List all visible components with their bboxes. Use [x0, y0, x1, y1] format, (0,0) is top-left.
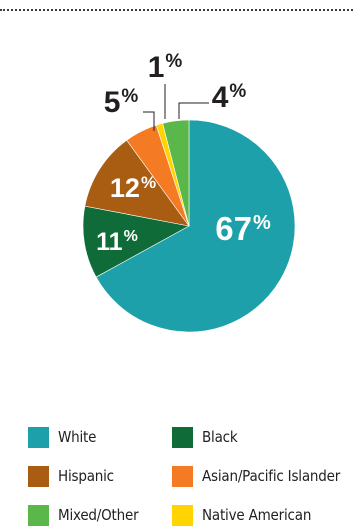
legend-label-mixed-other: Mixed/Other	[58, 506, 139, 524]
data-label-asian-pacific-islander: 5%	[104, 86, 139, 119]
data-label-black: 11%	[96, 228, 138, 256]
pie-labels: 67% 11% 12% 5% 1% 4%	[96, 51, 271, 256]
legend-label-white: White	[58, 428, 97, 446]
pie-slice-hispanic	[84, 139, 190, 227]
legend-swatch-hispanic	[28, 465, 49, 487]
legend-item-native-american: Native American	[172, 502, 353, 528]
legend-item-mixed-other: Mixed/Other	[28, 502, 172, 528]
leader-line-asian-pacific-islander	[143, 111, 155, 131]
pie-chart: 67% 11% 12% 5% 1% 4%	[82, 51, 296, 333]
legend-label-black: Black	[202, 428, 238, 446]
legend-item-black: Black	[172, 424, 353, 450]
legend-swatch-mixed-other	[28, 504, 49, 526]
legend-item-white: White	[28, 424, 172, 450]
legend-item-asian-pacific-islander: Asian/Pacific Islander	[172, 463, 353, 489]
legend-label-native-american: Native American	[202, 506, 312, 524]
top-dotted-rule	[0, 9, 353, 11]
data-label-white: 67%	[215, 210, 271, 247]
data-label-native-american: 1%	[148, 51, 183, 84]
legend: White Black Hispanic Asian/Pacific Islander…	[28, 424, 353, 528]
legend-swatch-black	[172, 426, 193, 448]
legend-swatch-native-american	[172, 504, 193, 526]
legend-label-asian-pacific-islander: Asian/Pacific Islander	[202, 467, 341, 485]
leader-lines	[143, 84, 209, 131]
pie-slice-white	[95, 119, 296, 333]
legend-swatch-white	[28, 426, 49, 448]
legend-item-hispanic: Hispanic	[28, 463, 172, 489]
leader-line-mixed-other	[178, 102, 209, 119]
data-label-hispanic: 12%	[110, 173, 156, 203]
legend-swatch-asian-pacific-islander	[172, 465, 193, 487]
legend-label-hispanic: Hispanic	[58, 467, 114, 485]
pie-slice-black	[82, 205, 190, 278]
pie-slice-mixed-other	[162, 119, 190, 227]
data-label-mixed-other: 4%	[212, 81, 247, 114]
pie-slices	[82, 119, 296, 333]
